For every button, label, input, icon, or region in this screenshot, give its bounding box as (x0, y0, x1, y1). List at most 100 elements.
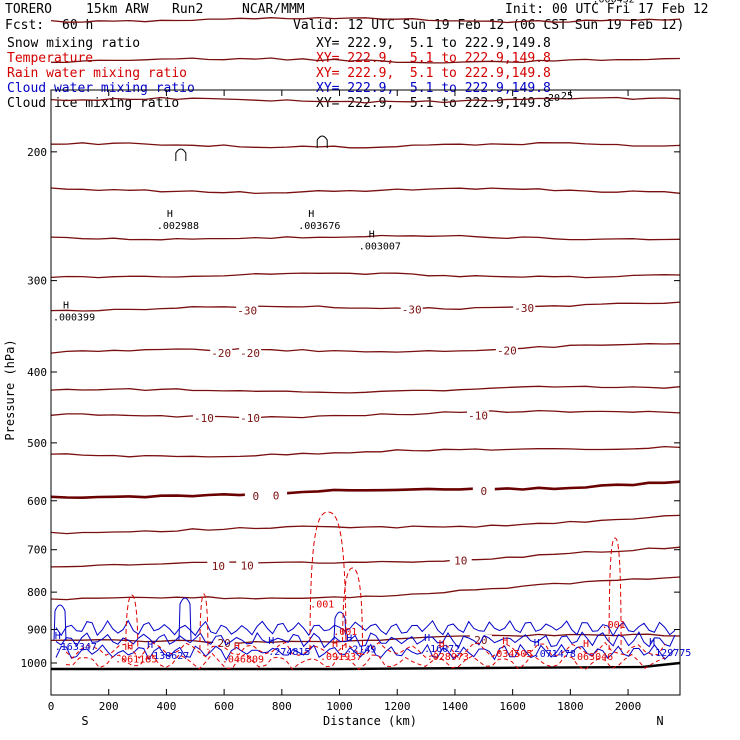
isotherm-label: -30 (514, 302, 534, 315)
y-tick-label: 200 (27, 146, 47, 159)
snow-max-value: .003007 (359, 242, 401, 253)
y-tick-label: 500 (27, 437, 47, 450)
resolution: 15km ARW (86, 2, 149, 17)
isotherm-label: 0 (253, 490, 260, 503)
rain-plume (309, 511, 347, 651)
plot-frame (50, 89, 681, 696)
isotherm-label: -10 (240, 412, 260, 425)
organization: NCAR/MMM (242, 2, 305, 17)
isotherm-label-bg (495, 345, 518, 357)
fcst-label: Fcst: (5, 18, 45, 33)
cloud-water-plume (333, 611, 347, 641)
cloud-water-plume (178, 597, 192, 641)
cloud-water-max-value: .2149 (346, 645, 376, 656)
isotherm-line (50, 187, 681, 195)
snow-max-value: .002988 (157, 221, 199, 232)
isotherm-line (50, 546, 681, 568)
model-name: TORERO (5, 2, 52, 17)
isotherm-line (50, 234, 681, 241)
isotherm-label-bg (213, 638, 236, 650)
isotherm-label: 10 (241, 560, 254, 573)
x-tick-label: 1000 (326, 700, 353, 713)
cloud-water-contour (55, 643, 676, 661)
isotherm-label: 0 (273, 490, 280, 503)
isotherm-line (50, 16, 681, 24)
isotherm-label: -20 (240, 347, 260, 360)
rain-plume (125, 594, 139, 651)
cloud-water-max-value: .16072 (424, 644, 460, 655)
isotherm-label: -10 (194, 412, 214, 425)
isotherm-line (50, 514, 681, 535)
run-name: Run2 (172, 2, 204, 17)
init-time: Init: 00 UTC Fri 17 Feb 12 (505, 2, 709, 17)
rain-plume (199, 593, 209, 651)
isotherm-label-bg (239, 347, 262, 359)
isotherm-line (50, 385, 681, 394)
isotherm-line (50, 409, 681, 419)
rain-contour-label: .001 (602, 620, 626, 631)
y-tick-label: 900 (27, 624, 47, 637)
isotherm-label: 10 (212, 560, 225, 573)
cloud-water-plume (53, 604, 67, 641)
isotherm-line (50, 480, 681, 500)
legend-cloud-water: Cloud water mixing ratio (7, 81, 195, 96)
snow-max-value: .000399 (53, 312, 95, 323)
x-tick-label: 0 (48, 700, 55, 713)
x-tick-label: 800 (272, 700, 292, 713)
isotherm-label-bg (210, 348, 233, 360)
rain-max-marker: H (439, 639, 445, 650)
x-tick-label: 400 (156, 700, 176, 713)
rain-max-marker: H (502, 636, 508, 647)
rain-max-value: .061185 (115, 654, 157, 665)
isotherm-label-bg (192, 413, 215, 425)
cloud-water-max-value: .071478 (534, 649, 576, 660)
isotherm-line (50, 96, 681, 104)
snow-contour (316, 135, 328, 148)
cloud-water-max-value: .163347 (55, 642, 97, 653)
x-axis-label: Distance (km) (323, 714, 417, 728)
x-tick-label: 1800 (557, 700, 584, 713)
annotation-label: 25 (561, 91, 573, 102)
legend-snow: Snow mixing ratio (7, 36, 141, 51)
isotherm-line (50, 301, 681, 312)
snow-max-marker: H (167, 209, 173, 220)
x-tick-label: 1600 (499, 700, 526, 713)
isotherm-label: -20 (211, 347, 231, 360)
rain-contour (65, 652, 666, 671)
isotherm-label-bg (244, 490, 267, 502)
rain-max-value: .063046 (571, 652, 613, 663)
cloud-water-max-value: .138627 (147, 651, 189, 662)
cloud-water-contour (55, 631, 676, 649)
rain-max-marker: H (234, 641, 240, 652)
y-tick-label: 1000 (21, 657, 48, 670)
x-tick-label: 2000 (615, 700, 642, 713)
legend-cloud-ice: Cloud ice mixing ratio (7, 96, 180, 111)
rain-plume (608, 537, 622, 651)
x-tick-label: 600 (214, 700, 234, 713)
isotherm-label: -30 (402, 303, 422, 316)
isotherm-line (50, 142, 681, 149)
isotherm-line (50, 57, 681, 64)
isotherm-label-bg (449, 555, 472, 567)
snow-max-value: .000432 (593, 0, 635, 6)
isotherm-label: 0 (480, 485, 487, 498)
rain-max-value: .091937 (320, 652, 362, 663)
isotherm-label-bg (207, 561, 230, 573)
rain-plume (342, 567, 364, 651)
annotation-label: 20 (548, 93, 560, 104)
isotherm-label: -30 (237, 304, 257, 317)
isotherm-line (50, 272, 681, 279)
isotherm-line (50, 445, 681, 458)
rain-max-marker: H (127, 641, 133, 652)
rain-max-value: .028973 (427, 652, 469, 663)
y-tick-label: 600 (27, 495, 47, 508)
rain-contour-label: .001 (333, 627, 357, 638)
ground-line (51, 661, 681, 671)
x-tick-label: 1400 (442, 700, 469, 713)
isotherm-label-bg (513, 303, 536, 315)
rain-contour-label: .001 (310, 600, 334, 611)
isotherm-label-bg (236, 305, 259, 317)
rain-max-value: .034505 (490, 649, 532, 660)
legend-cloud-water-xy: XY= 222.9, 5.1 to 222.9,149.8 (316, 81, 551, 96)
